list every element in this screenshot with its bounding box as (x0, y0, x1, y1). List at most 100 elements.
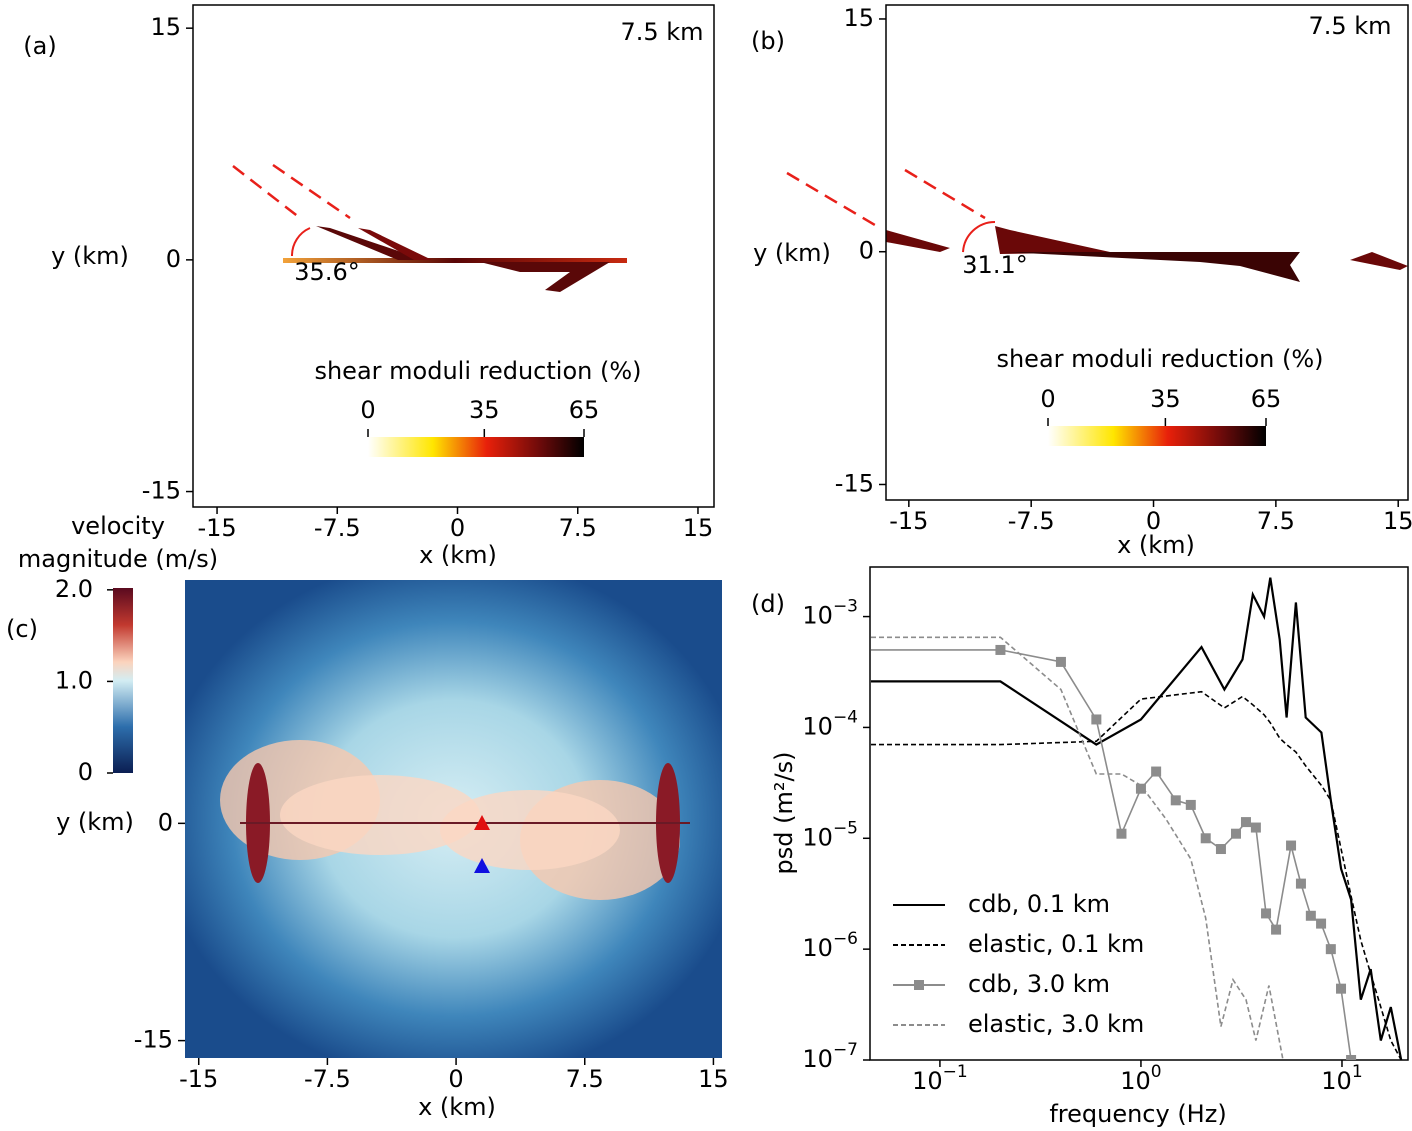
legend-marker (914, 980, 924, 990)
x-axis-label: x (km) (419, 541, 497, 569)
y-tick-label: 15 (843, 4, 874, 32)
x-tick-label: 0 (448, 1065, 463, 1093)
y-axis-label: y (km) (56, 808, 134, 836)
series-marker (1336, 983, 1347, 994)
series-marker (1250, 822, 1261, 833)
panel-label: (d) (751, 590, 785, 618)
y-tick-label: 0 (166, 245, 181, 273)
colorbar-tick-label: 0 (1040, 385, 1055, 413)
series-marker (1325, 944, 1336, 955)
legend-label: elastic, 0.1 km (968, 930, 1144, 958)
y-tick-label: 10−7 (802, 1040, 858, 1073)
x-tick-label: -7.5 (1008, 507, 1055, 535)
x-tick-label: 0 (1146, 507, 1161, 535)
series-line (871, 636, 1284, 1060)
colorbar-label: magnitude (m/s) (18, 545, 218, 573)
series-marker (1200, 833, 1211, 844)
series-marker (1286, 840, 1297, 851)
series-group (871, 577, 1403, 1060)
colorbar-tick-label: 35 (469, 396, 500, 424)
x-tick-label: -15 (179, 1065, 218, 1093)
panel-label: (a) (23, 32, 56, 60)
x-tick-label: 0 (450, 514, 465, 542)
x-tick-label: 10−1 (912, 1062, 968, 1095)
series-marker (1316, 918, 1327, 929)
x-tick-label: 15 (683, 514, 714, 542)
velocity-field (185, 580, 722, 1058)
y-tick-label: -15 (142, 477, 181, 505)
x-tick-label: -7.5 (314, 514, 361, 542)
y-tick-label: -15 (835, 469, 874, 497)
colorbar-tick-label: 0 (360, 396, 375, 424)
series-marker (1305, 910, 1316, 921)
x-axis-label: x (km) (1117, 531, 1195, 559)
series-marker (1055, 656, 1066, 667)
series-marker (1135, 783, 1146, 794)
y-tick-label: 10−4 (802, 707, 858, 740)
series-line (871, 649, 1352, 1060)
x-tick-label: 15 (698, 1065, 729, 1093)
series-marker (1230, 828, 1241, 839)
y-axis-label: y (km) (51, 242, 129, 270)
colorbar-tick-label: 65 (569, 396, 600, 424)
colorbar-tick-label: 1.0 (55, 666, 93, 694)
colorbar-label: shear moduli reduction (%) (996, 345, 1323, 373)
annotation: 7.5 km (1308, 12, 1391, 40)
x-tick-label: -15 (889, 507, 928, 535)
legend-label: elastic, 3.0 km (968, 1010, 1144, 1038)
y-tick-label: -15 (134, 1026, 173, 1054)
plot-frame (869, 566, 1409, 1061)
series-marker (1346, 1055, 1357, 1060)
legend-label: cdb, 3.0 km (968, 970, 1110, 998)
y-axis-label: psd (m²/s) (770, 752, 798, 875)
colorbar-tick-label: 2.0 (55, 575, 93, 603)
series-marker (1091, 714, 1102, 725)
legend-label: cdb, 0.1 km (968, 890, 1110, 918)
colorbar-label: shear moduli reduction (%) (314, 357, 641, 385)
colorbar-tick-label: 35 (1150, 385, 1181, 413)
y-axis-label: y (km) (753, 239, 831, 267)
series-marker (1116, 828, 1127, 839)
x-tick-label: 100 (1120, 1062, 1161, 1095)
series-marker (1170, 795, 1181, 806)
y-tick-label: 15 (150, 13, 181, 41)
x-tick-label: 7.5 (566, 1065, 604, 1093)
y-tick-label: 0 (859, 237, 874, 265)
panel-label: (b) (751, 27, 785, 55)
panel-label: (c) (6, 615, 38, 643)
angle-label: 35.6° (294, 258, 359, 286)
y-tick-label: 10−6 (802, 929, 858, 962)
x-tick-label: -7.5 (304, 1065, 351, 1093)
series-marker (1271, 924, 1282, 935)
damage-pattern (232, 163, 627, 292)
x-tick-label: -15 (197, 514, 236, 542)
series-line (871, 690, 1402, 1060)
y-tick-label: 10−5 (802, 818, 858, 851)
damage-pattern (786, 168, 1408, 282)
annotation: 7.5 km (620, 18, 703, 46)
y-tick-label: 10−3 (802, 597, 858, 630)
x-axis-label: frequency (Hz) (1049, 1100, 1226, 1128)
plot-frame (192, 4, 715, 508)
x-axis-label: x (km) (418, 1093, 496, 1121)
colorbar-tick-label: 0 (78, 758, 93, 786)
x-tick-label: 7.5 (559, 514, 597, 542)
colorbar-label: velocity (71, 512, 165, 540)
series-marker (1215, 844, 1226, 855)
series-marker (1295, 878, 1306, 889)
colorbar-tick-label: 65 (1251, 385, 1282, 413)
x-tick-label: 101 (1321, 1062, 1362, 1095)
x-tick-label: 15 (1383, 507, 1412, 535)
colorbar (368, 437, 584, 457)
series-marker (1151, 766, 1162, 777)
colorbar (1048, 426, 1266, 446)
series-marker (1185, 799, 1196, 810)
colorbar (113, 588, 133, 773)
series-marker (1240, 817, 1251, 828)
plot-frame (885, 4, 1409, 501)
angle-label: 31.1° (962, 251, 1027, 279)
y-tick-label: 0 (158, 808, 173, 836)
series-line (871, 577, 1403, 1060)
